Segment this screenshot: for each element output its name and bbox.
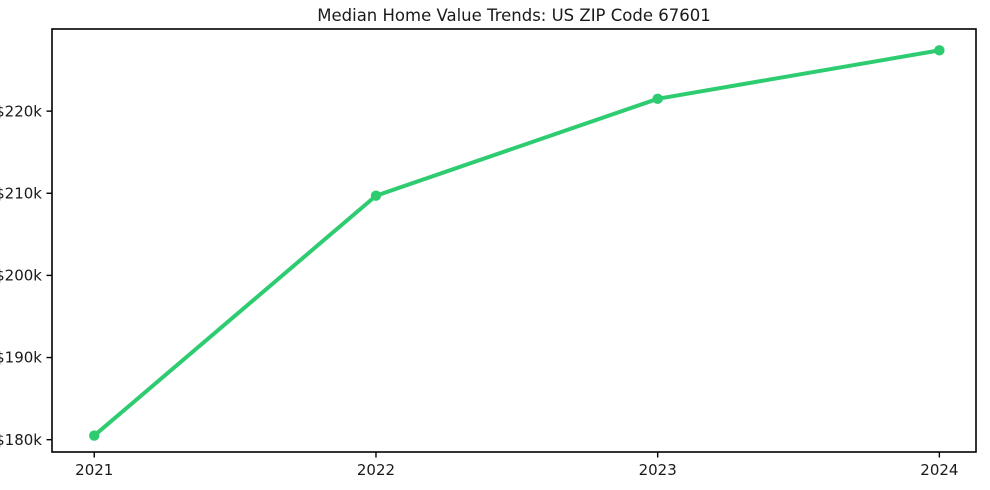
data-point: [934, 45, 945, 56]
data-point: [89, 430, 100, 441]
plot-area: [52, 29, 976, 452]
y-tick-label: $210k: [0, 184, 42, 202]
data-series: [89, 45, 945, 441]
y-axis: $180k $190k $200k $210k $220k: [0, 102, 52, 449]
trend-line: [92, 48, 942, 438]
chart-title: Median Home Value Trends: US ZIP Code 67…: [317, 6, 710, 25]
x-tick-label: 2023: [639, 461, 677, 479]
data-point: [370, 190, 382, 201]
x-tick-label: 2022: [357, 461, 395, 479]
x-tick-label: 2024: [920, 461, 958, 479]
x-tick-label: 2021: [75, 461, 113, 479]
x-axis: 2021 2022 2023 2024: [75, 452, 958, 479]
data-point: [652, 93, 663, 105]
y-tick-label: $220k: [0, 102, 42, 120]
y-tick-label: $180k: [0, 431, 42, 449]
plot-border: [51, 28, 977, 453]
y-tick-label: $190k: [0, 349, 42, 367]
y-tick-label: $200k: [0, 267, 42, 285]
